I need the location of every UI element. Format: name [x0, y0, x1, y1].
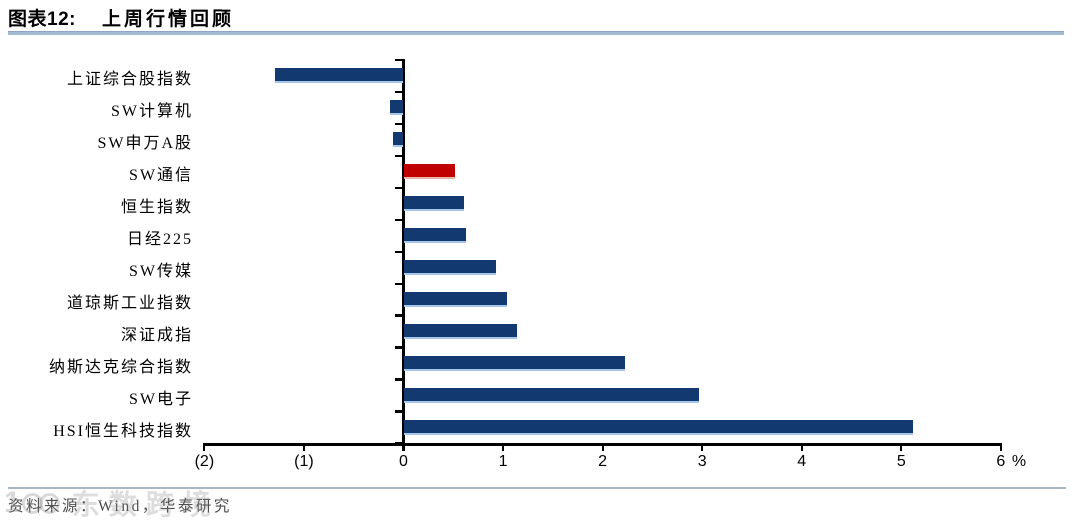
category-label: 日经225 [126, 230, 193, 248]
x-axis-tick [800, 445, 803, 452]
bar [392, 132, 404, 148]
x-axis-tick-label: (2) [194, 453, 215, 470]
category-label: 深证成指 [120, 326, 193, 344]
y-axis-tick [395, 122, 403, 126]
y-axis-tick [395, 218, 403, 221]
x-axis-unit-label: % [1011, 453, 1027, 470]
bar [403, 164, 456, 180]
title-divider [8, 31, 1064, 35]
x-axis-tick [302, 445, 306, 452]
bar [403, 196, 465, 212]
category-label: 恒生指数 [120, 198, 193, 216]
x-axis-tick-label: 2 [598, 453, 608, 470]
y-axis-tick [395, 154, 403, 158]
source-note: 资料来源：Wind，华泰研究 [8, 498, 232, 515]
y-axis-line [402, 59, 405, 447]
category-label: SW计算机 [110, 102, 193, 120]
y-axis-tick [395, 90, 403, 94]
bar [389, 100, 404, 116]
x-axis-tick [501, 445, 505, 452]
bar [403, 260, 497, 276]
y-axis-tick [395, 346, 403, 349]
x-axis-tick-label: 3 [697, 453, 707, 470]
category-label: SW申万A股 [97, 134, 193, 152]
bar [403, 356, 625, 372]
category-label: HSI恒生科技指数 [53, 422, 193, 440]
x-axis-tick-label: 4 [797, 453, 807, 470]
x-axis-tick [701, 445, 704, 452]
x-axis-tick [203, 445, 206, 452]
category-label: 道琼斯工业指数 [66, 294, 193, 312]
x-axis-tick-label: (1) [294, 453, 314, 470]
figure-header: 图表12: 上周行情回顾 [8, 5, 234, 30]
x-axis-tick [999, 445, 1002, 452]
y-axis-tick [395, 314, 403, 317]
x-axis-tick-label: 1 [498, 453, 508, 470]
y-axis-tick [395, 58, 403, 62]
x-axis-tick [402, 445, 405, 452]
category-label: 纳斯达克综合指数 [48, 358, 193, 376]
x-axis-tick [900, 445, 903, 452]
bar [403, 420, 914, 436]
category-label: 上证综合股指数 [66, 70, 193, 88]
bar [403, 388, 700, 404]
x-axis-tick-label: 6 [996, 453, 1006, 470]
footer-divider [8, 487, 1066, 489]
category-label: SW传媒 [128, 262, 193, 280]
y-axis-tick [395, 410, 403, 413]
page-title: 上周行情回顾 [101, 8, 234, 30]
y-axis-tick [395, 282, 403, 285]
category-label: SW电子 [128, 390, 193, 408]
category-label: SW通信 [128, 166, 193, 184]
x-axis-tick [601, 445, 604, 452]
x-axis-line [202, 443, 1003, 446]
bar [275, 68, 404, 84]
bar [403, 324, 517, 340]
x-axis-tick-label: 0 [399, 453, 408, 470]
figure-label: 图表12: [8, 8, 76, 30]
y-axis-tick [395, 378, 403, 381]
x-axis-tick-label: 5 [896, 453, 906, 470]
y-axis-tick [395, 250, 403, 253]
bar [403, 292, 508, 308]
bar [403, 228, 467, 244]
y-axis-tick [395, 186, 403, 190]
